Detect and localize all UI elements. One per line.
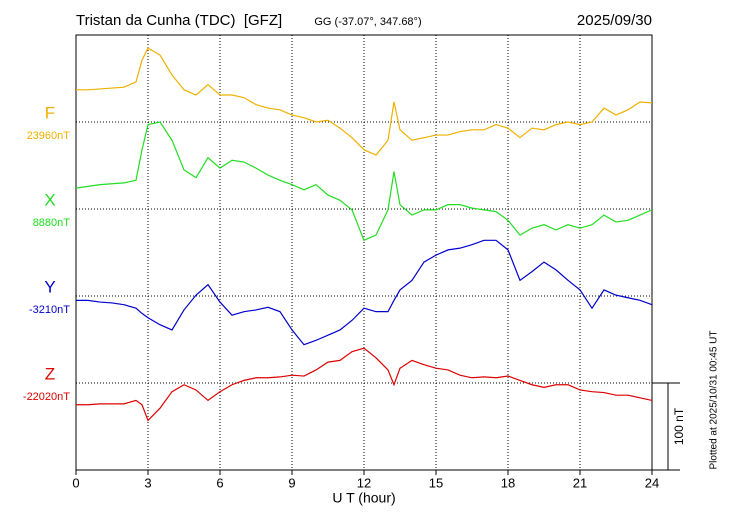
x-tick-label: 9	[288, 475, 295, 490]
legend-name: Z	[45, 364, 55, 383]
x-tick-label: 3	[144, 475, 151, 490]
x-axis-label: U T (hour)	[332, 490, 395, 506]
baseline-label: -22020nT	[23, 391, 70, 403]
legend-name: Y	[44, 277, 55, 296]
series-line	[76, 47, 653, 156]
baseline-label: -3210nT	[29, 304, 70, 316]
scale-bar-label: 100 nT	[672, 407, 686, 445]
baseline-label: 23960nT	[27, 130, 71, 142]
x-tick-label: 15	[429, 475, 443, 490]
chart-title: Tristan da Cunha (TDC) [GFZ]	[76, 12, 282, 29]
series-line	[75, 121, 653, 242]
x-tick-label: 12	[357, 475, 371, 490]
legend-name: X	[44, 190, 55, 209]
series-line	[76, 347, 653, 422]
x-tick-label: 6	[216, 475, 223, 490]
series-line	[76, 239, 653, 346]
x-tick-label: 18	[501, 475, 515, 490]
baseline-label: 8880nT	[33, 217, 71, 229]
footnote: Plotted at 2025/10/31 00:45 UT	[709, 331, 720, 470]
x-tick-label: 21	[573, 475, 587, 490]
chart-date: 2025/09/30	[577, 12, 652, 29]
legend-name: F	[45, 103, 55, 122]
x-tick-label: 24	[645, 475, 659, 490]
x-tick-label: 0	[72, 475, 79, 490]
chart-subtitle: GG (-37.07°, 347.68°)	[314, 16, 421, 28]
